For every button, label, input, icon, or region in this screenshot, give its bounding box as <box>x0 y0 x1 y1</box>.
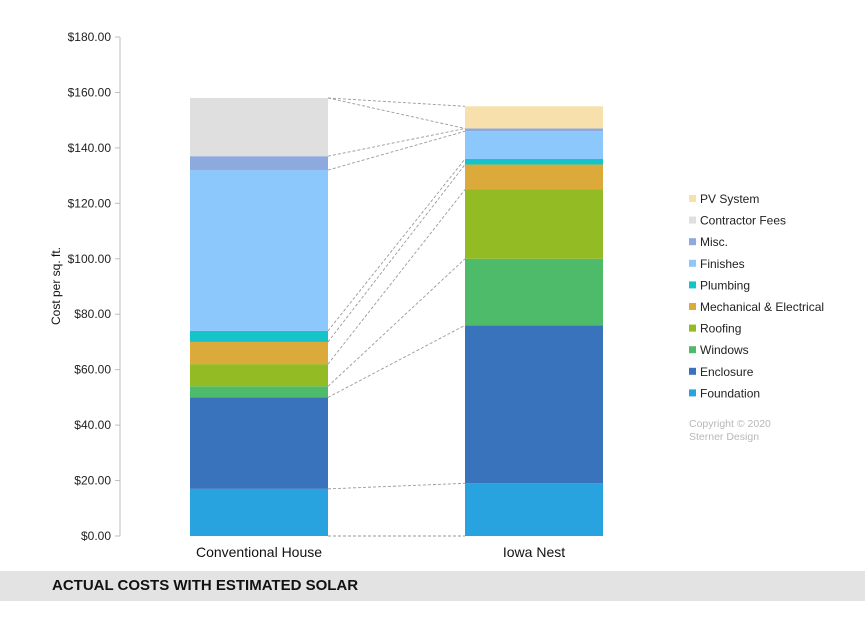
legend-label: PV System <box>700 192 759 206</box>
bar-segment-misc-iowa-nest <box>465 128 603 132</box>
legend-item-pv-system: PV System <box>689 192 759 206</box>
bar-segment-finishes-conventional-house <box>190 170 328 331</box>
legend-item-mechanical-and-electrical: Mechanical & Electrical <box>689 300 824 314</box>
legend-label: Misc. <box>700 235 728 249</box>
legend: PV System Contractor Fees Misc. Finishes Plu… <box>689 192 824 400</box>
legend-swatch <box>689 303 696 310</box>
category-label-conventional-house: Conventional House <box>196 544 322 560</box>
connector-line <box>327 482 466 490</box>
legend-label: Enclosure <box>700 365 754 379</box>
legend-swatch <box>689 367 696 375</box>
legend-swatch <box>689 324 696 332</box>
connector-line <box>327 130 466 171</box>
legend-swatch <box>689 389 696 397</box>
legend-label: Mechanical & Electrical <box>700 300 824 314</box>
legend-label: Finishes <box>700 257 745 271</box>
legend-item-finishes: Finishes <box>689 257 745 271</box>
legend-item-enclosure: Enclosure <box>689 365 754 379</box>
y-tick-label: $160.00 <box>68 85 112 99</box>
bar-segment-enclosure-iowa-nest <box>465 325 603 484</box>
bar-segment-finishes-iowa-nest <box>465 131 603 159</box>
y-tick-label: $120.00 <box>68 196 112 210</box>
legend-swatch <box>689 195 696 202</box>
connector-line <box>327 324 466 398</box>
y-tick-label: $20.00 <box>74 474 111 488</box>
connector-lines <box>327 97 466 537</box>
bar-segment-plumbing-iowa-nest <box>465 158 603 165</box>
y-tick-label: $0.00 <box>81 529 111 543</box>
legend-label: Plumbing <box>700 278 750 292</box>
legend-item-contractor-fees: Contractor Fees <box>689 214 786 228</box>
bar-segment-contractor-fees-conventional-house <box>190 97 328 157</box>
stacked-bar-chart: $0.00 $20.00 $40.00 $60.00 $80.00 $100.00 $120… <box>49 30 824 560</box>
bar-segment-windows-conventional-house <box>190 386 328 398</box>
connector-line <box>327 158 466 332</box>
legend-swatch <box>689 216 696 224</box>
y-tick-label: $100.00 <box>68 252 112 266</box>
legend-swatch <box>689 238 696 246</box>
legend-item-windows: Windows <box>689 343 749 357</box>
connector-line <box>327 97 466 129</box>
bar-segment-mechanical-and-electrical-conventional-house <box>190 341 328 365</box>
legend-label: Foundation <box>700 386 760 400</box>
category-labels: Conventional House Iowa Nest <box>196 544 565 560</box>
y-axis: $0.00 $20.00 $40.00 $60.00 $80.00 $100.00 $120… <box>68 30 121 543</box>
connector-line <box>327 258 466 387</box>
connector-line <box>327 164 466 343</box>
bar-segment-foundation-conventional-house <box>190 488 328 536</box>
legend-swatch <box>689 346 696 354</box>
y-tick-label: $180.00 <box>68 30 112 44</box>
legend-label: Roofing <box>700 322 741 336</box>
category-label-iowa-nest: Iowa Nest <box>503 544 565 560</box>
bars <box>190 97 603 536</box>
bar-segment-pv-system-iowa-nest <box>465 106 603 129</box>
footer-title-band: ACTUAL COSTS WITH ESTIMATED SOLAR <box>0 571 865 601</box>
legend-item-plumbing: Plumbing <box>689 278 750 292</box>
legend-item-roofing: Roofing <box>689 322 741 336</box>
bar-segment-mechanical-and-electrical-iowa-nest <box>465 164 603 190</box>
y-tick-label: $80.00 <box>74 307 111 321</box>
connector-line <box>327 189 466 365</box>
y-tick-label: $140.00 <box>68 141 112 155</box>
legend-item-misc: Misc. <box>689 235 728 249</box>
bar-segment-roofing-iowa-nest <box>465 189 603 259</box>
footer-title: ACTUAL COSTS WITH ESTIMATED SOLAR <box>52 577 359 594</box>
bar-segment-foundation-iowa-nest <box>465 483 603 536</box>
bar-segment-misc-conventional-house <box>190 156 328 171</box>
copyright-line-1: Copyright © 2020 <box>689 418 771 430</box>
legend-item-foundation: Foundation <box>689 386 760 400</box>
y-axis-title: Cost per sq. ft. <box>49 247 63 325</box>
bar-segment-windows-iowa-nest <box>465 258 603 326</box>
legend-swatch <box>689 281 696 289</box>
legend-label: Windows <box>700 343 749 357</box>
copyright-line-2: Sterner Design <box>689 431 759 443</box>
legend-label: Contractor Fees <box>700 214 786 228</box>
bar-segment-enclosure-conventional-house <box>190 397 328 489</box>
y-tick-label: $60.00 <box>74 363 111 377</box>
connector-line <box>327 97 466 107</box>
legend-swatch <box>689 259 696 267</box>
y-tick-label: $40.00 <box>74 418 111 432</box>
bar-segment-plumbing-conventional-house <box>190 330 328 342</box>
bar-segment-roofing-conventional-house <box>190 364 328 387</box>
connector-line <box>327 128 466 157</box>
